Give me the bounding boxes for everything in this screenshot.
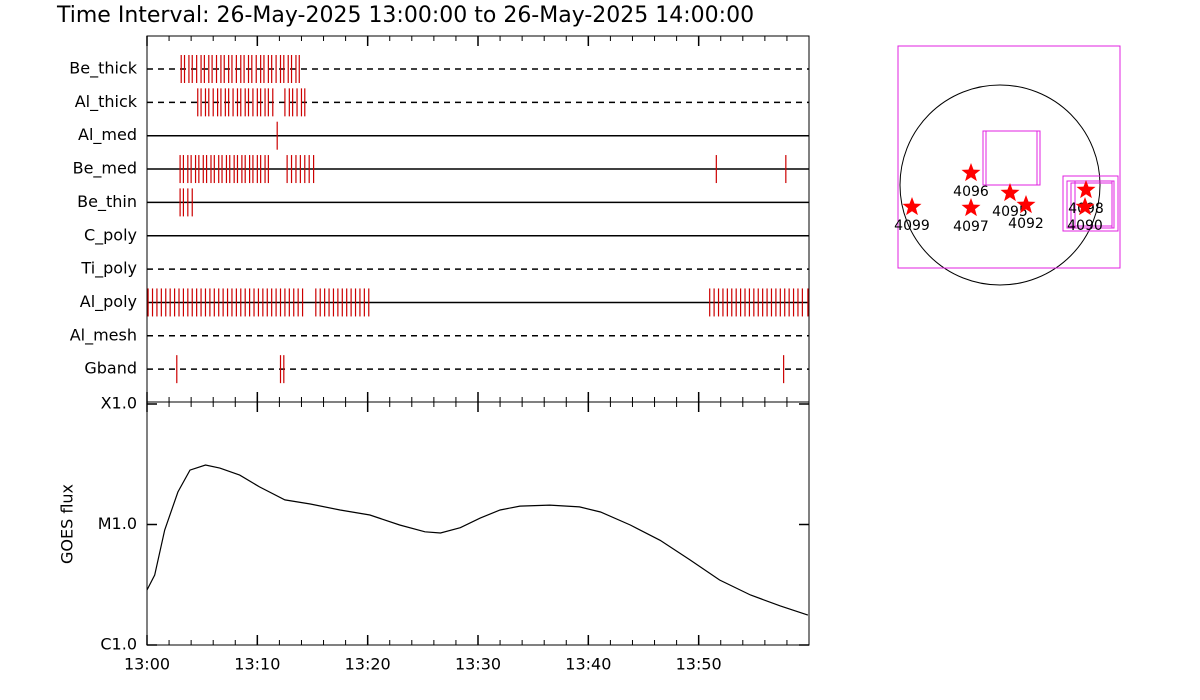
region-star xyxy=(1016,195,1036,214)
x-tick-label: 13:40 xyxy=(565,655,611,674)
row-label: Ti_poly xyxy=(80,259,137,279)
goes-curve xyxy=(146,464,809,616)
row-label: Al_poly xyxy=(80,292,137,312)
x-tick-label: 13:00 xyxy=(124,655,170,674)
x-tick-label: 13:50 xyxy=(676,655,722,674)
y-tick-label: M1.0 xyxy=(98,514,137,533)
fov-box xyxy=(985,130,1041,186)
y-tick-label: X1.0 xyxy=(101,394,137,413)
x-tick-label: 13:30 xyxy=(455,655,501,674)
solar-disk xyxy=(899,84,1101,286)
y-tick-label: C1.0 xyxy=(100,635,137,654)
fov-box xyxy=(1062,175,1119,232)
row-label: Al_thick xyxy=(75,92,138,112)
row-label: Be_med xyxy=(73,159,137,179)
row-label: Gband xyxy=(84,359,137,378)
region-label: 4096 xyxy=(953,184,989,200)
fov-box xyxy=(982,130,1038,186)
region-star xyxy=(902,197,922,216)
region-label: 4095 xyxy=(992,204,1028,220)
timeline-frame xyxy=(146,35,810,403)
region-star xyxy=(1000,183,1020,202)
sun-map xyxy=(897,45,1121,286)
x-tick-label: 13:10 xyxy=(234,655,280,674)
region-star xyxy=(1075,197,1095,216)
goes-frame xyxy=(146,401,810,646)
y-axis-label: GOES flux xyxy=(58,484,77,564)
region-star xyxy=(1076,180,1096,199)
region-label: 4099 xyxy=(894,218,930,234)
fov-box xyxy=(1074,180,1113,229)
chart-title: Time Interval: 26-May-2025 13:00:00 to 2… xyxy=(56,3,754,28)
row-label: Be_thin xyxy=(77,192,137,212)
row-label: C_poly xyxy=(84,225,137,245)
region-label: 4092 xyxy=(1008,216,1044,232)
row-label: Be_thick xyxy=(69,59,137,79)
region-star xyxy=(961,163,981,182)
row-label: Al_mesh xyxy=(70,325,137,345)
x-tick-label: 13:20 xyxy=(345,655,391,674)
fov-box xyxy=(897,45,1121,269)
region-star xyxy=(961,198,981,217)
row-label: Al_med xyxy=(78,125,137,145)
region-label: 4090 xyxy=(1067,218,1103,234)
region-label: 4097 xyxy=(953,219,989,235)
